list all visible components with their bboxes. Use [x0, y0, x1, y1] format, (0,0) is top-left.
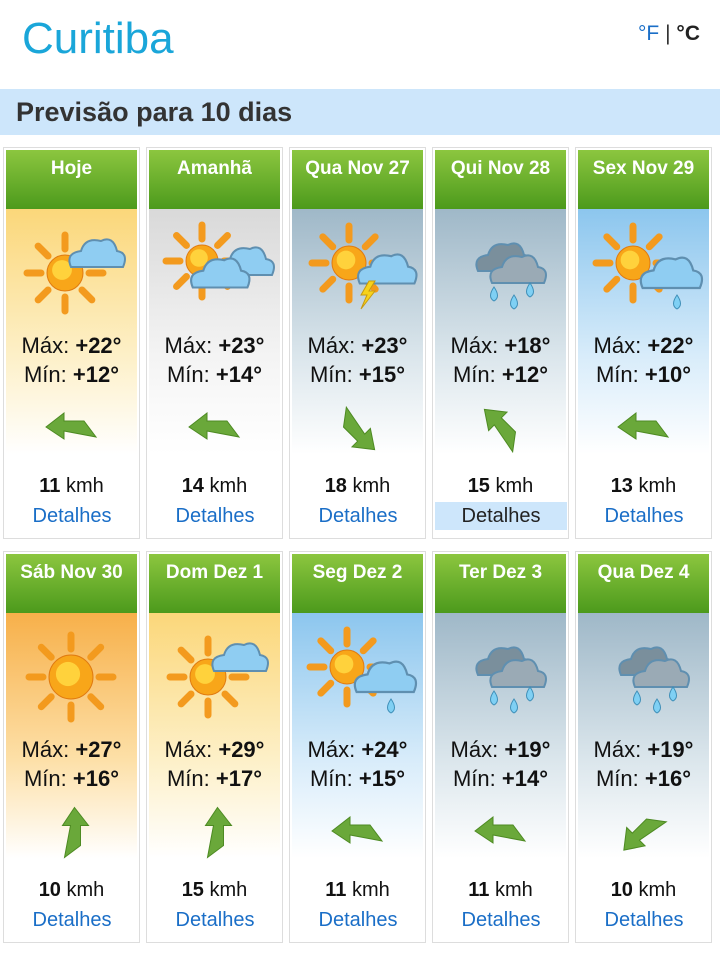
day-body: Máx: +23° Mín: +14° 14 kmh Detalhes: [149, 209, 280, 536]
day-body: Máx: +22° Mín: +12° 11 kmh Detalhes: [6, 209, 137, 536]
day-body: Máx: +22° Mín: +10° 13 kmh Detalhes: [578, 209, 709, 536]
day-card: Qua Dez 4 Máx: +19° Mín: +16° 10 kmh Det…: [575, 551, 712, 943]
min-temp: Mín: +15°: [309, 766, 406, 791]
wind-direction-arrow-icon: [149, 389, 280, 469]
day-label: Dom Dez 1: [147, 552, 282, 613]
wind-speed: 11 kmh: [39, 475, 104, 497]
details-link[interactable]: Detalhes: [435, 502, 567, 530]
day-card: Seg Dez 2 Máx: +24° Mín: +15° 11 kmh Det…: [289, 551, 426, 943]
weather-sun-cloud-icon: [6, 209, 137, 331]
day-body: Máx: +19° Mín: +14° 11 kmh Detalhes: [435, 613, 566, 940]
wind-direction-arrow-icon: [6, 793, 137, 873]
day-label: Sex Nov 29: [576, 148, 711, 209]
day-card: Qua Nov 27 Máx: +23° Mín: +15° 18 kmh De…: [289, 147, 426, 539]
day-card: Sáb Nov 30 Máx: +27° Mín: +16° 10 kmh De…: [3, 551, 140, 943]
day-body: Máx: +27° Mín: +16° 10 kmh Detalhes: [6, 613, 137, 940]
weather-rain-clouds-icon: [578, 613, 709, 735]
wind-speed: 14 kmh: [181, 475, 248, 497]
wind-direction-arrow-icon: [292, 389, 423, 469]
day-label: Hoje: [4, 148, 139, 209]
max-temp: Máx: +29°: [164, 737, 265, 762]
min-temp: Mín: +14°: [166, 362, 263, 387]
max-temp: Máx: +23°: [164, 333, 265, 358]
wind-speed: 11 kmh: [325, 879, 390, 901]
day-card: Dom Dez 1 Máx: +29° Mín: +17° 15 kmh Det…: [146, 551, 283, 943]
details-link[interactable]: Detalhes: [604, 505, 684, 527]
details-link[interactable]: Detalhes: [604, 909, 684, 931]
day-body: Máx: +29° Mín: +17° 15 kmh Detalhes: [149, 613, 280, 940]
section-title: Previsão para 10 dias: [0, 89, 720, 135]
day-body: Máx: +19° Mín: +16° 10 kmh Detalhes: [578, 613, 709, 940]
wind-direction-arrow-icon: [435, 389, 566, 469]
unit-separator: |: [665, 22, 671, 45]
wind-direction-arrow-icon: [149, 793, 280, 873]
min-temp: Mín: +16°: [595, 766, 692, 791]
details-link[interactable]: Detalhes: [318, 909, 398, 931]
max-temp: Máx: +24°: [307, 737, 408, 762]
min-temp: Mín: +17°: [166, 766, 263, 791]
max-temp: Máx: +27°: [21, 737, 122, 762]
wind-speed: 11 kmh: [468, 879, 533, 901]
max-temp: Máx: +23°: [307, 333, 408, 358]
min-temp: Mín: +14°: [452, 766, 549, 791]
max-temp: Máx: +19°: [450, 737, 551, 762]
celsius-link[interactable]: °C: [676, 22, 700, 45]
weather-rain-clouds-icon: [435, 209, 566, 331]
wind-speed: 15 kmh: [467, 475, 534, 497]
wind-direction-arrow-icon: [6, 389, 137, 469]
day-label: Qua Dez 4: [576, 552, 711, 613]
weather-rain-clouds-icon: [435, 613, 566, 735]
day-label: Ter Dez 3: [433, 552, 568, 613]
forecast-grid: Hoje Máx: +22° Mín: +12° 11 kmh Detalhes…: [3, 147, 712, 943]
min-temp: Mín: +16°: [23, 766, 120, 791]
day-card: Qui Nov 28 Máx: +18° Mín: +12° 15 kmh De…: [432, 147, 569, 539]
day-body: Máx: +24° Mín: +15° 11 kmh Detalhes: [292, 613, 423, 940]
details-link[interactable]: Detalhes: [32, 505, 112, 527]
details-link[interactable]: Detalhes: [32, 909, 112, 931]
min-temp: Mín: +12°: [452, 362, 549, 387]
day-label: Seg Dez 2: [290, 552, 425, 613]
wind-direction-arrow-icon: [292, 793, 423, 873]
details-link[interactable]: Detalhes: [318, 505, 398, 527]
min-temp: Mín: +12°: [23, 362, 120, 387]
weather-sun-cloud-rain-icon: [292, 613, 423, 735]
wind-direction-arrow-icon: [578, 793, 709, 873]
wind-direction-arrow-icon: [578, 389, 709, 469]
day-body: Máx: +18° Mín: +12° 15 kmh Detalhes: [435, 209, 567, 536]
day-label: Qui Nov 28: [433, 148, 568, 209]
max-temp: Máx: +22°: [21, 333, 122, 358]
max-temp: Máx: +19°: [593, 737, 694, 762]
wind-speed: 10 kmh: [610, 879, 677, 901]
wind-speed: 13 kmh: [610, 475, 677, 497]
day-label: Amanhã: [147, 148, 282, 209]
fahrenheit-link[interactable]: °F: [638, 22, 660, 45]
details-link[interactable]: Detalhes: [175, 505, 255, 527]
min-temp: Mín: +15°: [309, 362, 406, 387]
weather-sun-icon: [6, 613, 137, 735]
wind-direction-arrow-icon: [435, 793, 566, 873]
day-label: Sáb Nov 30: [4, 552, 139, 613]
unit-toggle: °F | °C: [638, 22, 700, 46]
day-label: Qua Nov 27: [290, 148, 425, 209]
weather-sun-cloud-icon: [149, 613, 280, 735]
city-title: Curitiba: [22, 14, 174, 63]
max-temp: Máx: +22°: [593, 333, 694, 358]
day-body: Máx: +23° Mín: +15° 18 kmh Detalhes: [292, 209, 423, 536]
min-temp: Mín: +10°: [595, 362, 692, 387]
day-card: Hoje Máx: +22° Mín: +12° 11 kmh Detalhes: [3, 147, 140, 539]
wind-speed: 18 kmh: [324, 475, 391, 497]
details-link[interactable]: Detalhes: [175, 909, 255, 931]
max-temp: Máx: +18°: [450, 333, 551, 358]
wind-speed: 15 kmh: [181, 879, 248, 901]
day-card: Sex Nov 29 Máx: +22° Mín: +10° 13 kmh De…: [575, 147, 712, 539]
day-card: Ter Dez 3 Máx: +19° Mín: +14° 11 kmh Det…: [432, 551, 569, 943]
wind-speed: 10 kmh: [38, 879, 105, 901]
weather-sun-cloud-storm-icon: [292, 209, 423, 331]
details-link[interactable]: Detalhes: [461, 909, 541, 931]
weather-sun-cloud-rain-icon: [578, 209, 709, 331]
day-card: Amanhã Máx: +23° Mín: +14° 14 kmh Detalh…: [146, 147, 283, 539]
weather-sun-clouds-icon: [149, 209, 280, 331]
